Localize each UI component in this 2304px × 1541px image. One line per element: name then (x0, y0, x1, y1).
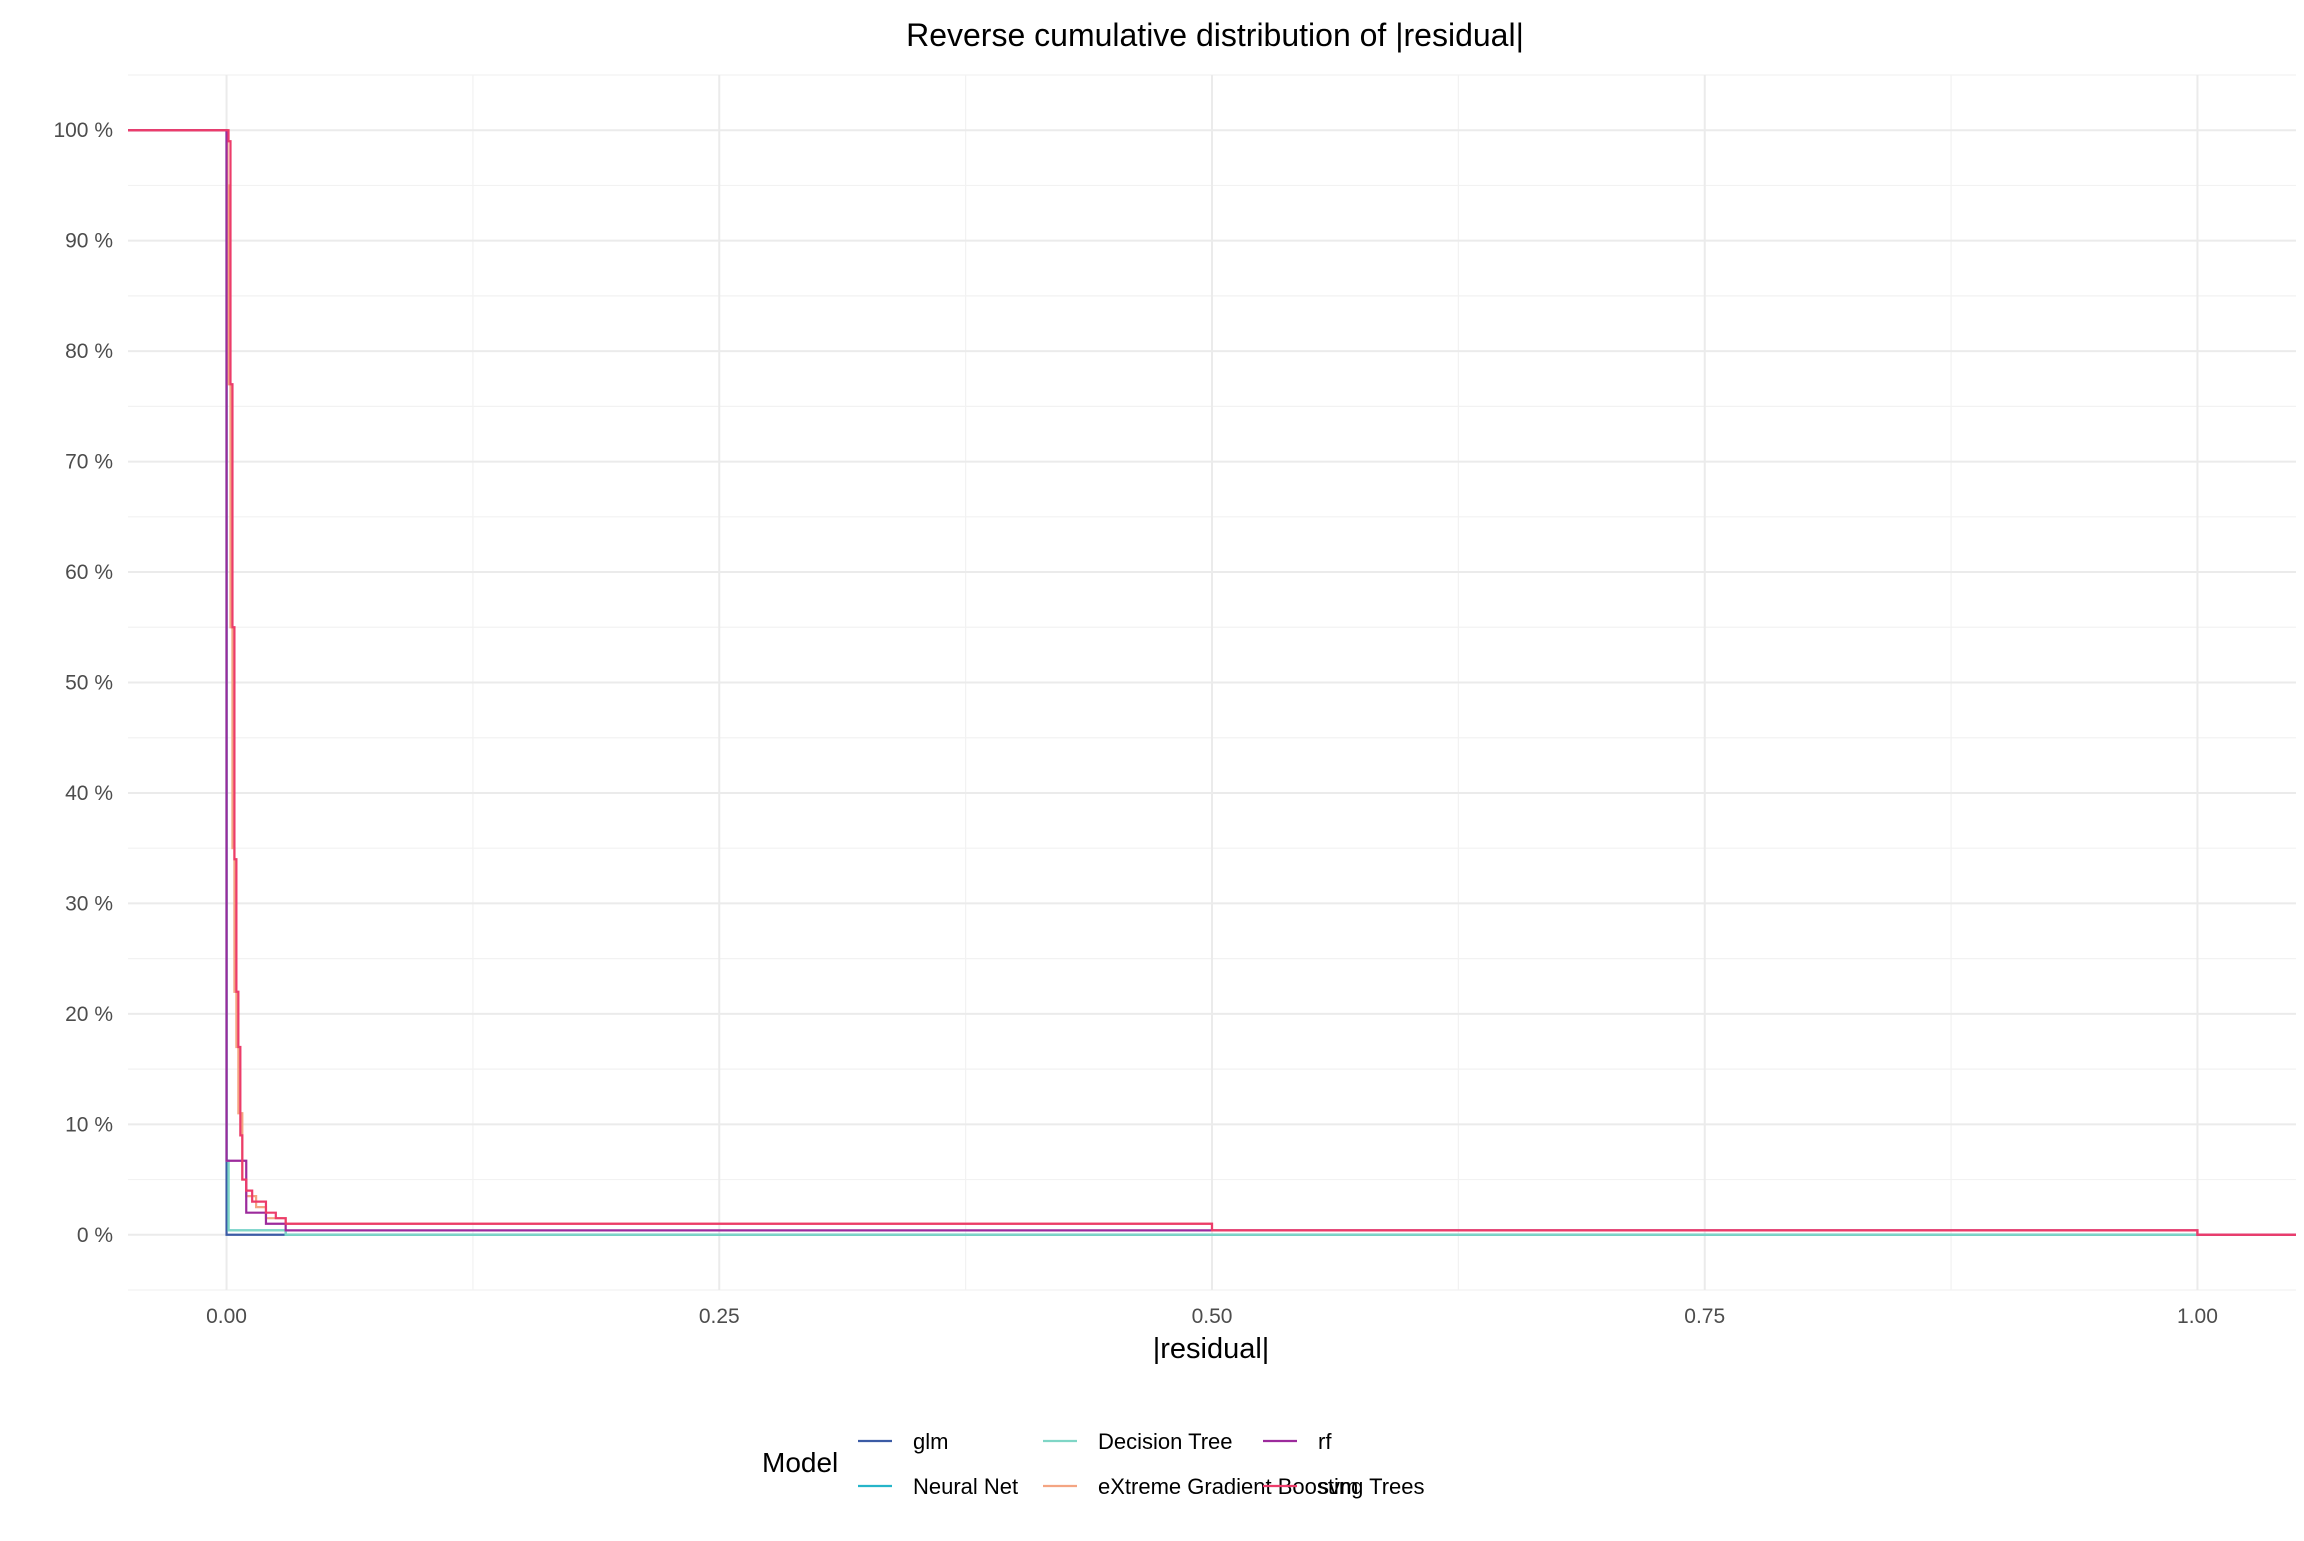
y-tick-label: 10 % (65, 1113, 113, 1136)
x-tick-label: 0.75 (1684, 1305, 1725, 1328)
y-tick-label: 20 % (65, 1003, 113, 1026)
x-tick-label: 0.25 (699, 1305, 740, 1328)
y-tick-label: 70 % (65, 451, 113, 474)
y-axis-ticks: 0 % 10 % 20 % 30 % 40 % 50 % 60 % 70 % 80 % 90 % 1… (53, 119, 113, 1247)
series-lines (128, 129, 2296, 1236)
legend-label: Neural Net (913, 1474, 1018, 1499)
y-tick-label: 0 % (77, 1224, 113, 1247)
y-tick-label: 50 % (65, 672, 113, 695)
legend-label: Decision Tree (1098, 1429, 1233, 1454)
y-tick-label: 80 % (65, 340, 113, 363)
legend-label: rf (1318, 1429, 1332, 1454)
x-axis-ticks: 0.00 0.25 0.50 0.75 1.00 (206, 1305, 2218, 1328)
chart-title: Reverse cumulative distribution of |resi… (906, 17, 1524, 53)
y-tick-label: 30 % (65, 892, 113, 915)
legend-label: svm (1318, 1474, 1358, 1499)
legend: Model glm Neural Net Decision Tree eXtreme … (762, 1429, 1425, 1499)
legend-title: Model (762, 1447, 838, 1478)
x-tick-label: 0.50 (1192, 1305, 1233, 1328)
legend-label: eXtreme Gradient Boosting Trees (1098, 1474, 1425, 1499)
grid (128, 74, 2296, 1291)
x-axis-title: |residual| (1153, 1333, 1270, 1365)
y-tick-label: 90 % (65, 230, 113, 253)
x-tick-label: 1.00 (2177, 1305, 2218, 1328)
x-tick-label: 0.00 (206, 1305, 247, 1328)
y-tick-label: 40 % (65, 782, 113, 805)
y-tick-label: 60 % (65, 561, 113, 584)
legend-label: glm (913, 1429, 948, 1454)
y-tick-label: 100 % (53, 119, 113, 142)
series-line-svm (128, 129, 2296, 1236)
